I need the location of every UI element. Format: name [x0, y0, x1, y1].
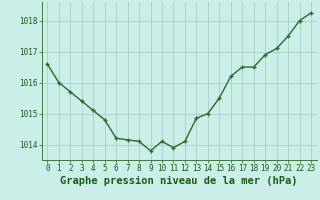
- X-axis label: Graphe pression niveau de la mer (hPa): Graphe pression niveau de la mer (hPa): [60, 176, 298, 186]
